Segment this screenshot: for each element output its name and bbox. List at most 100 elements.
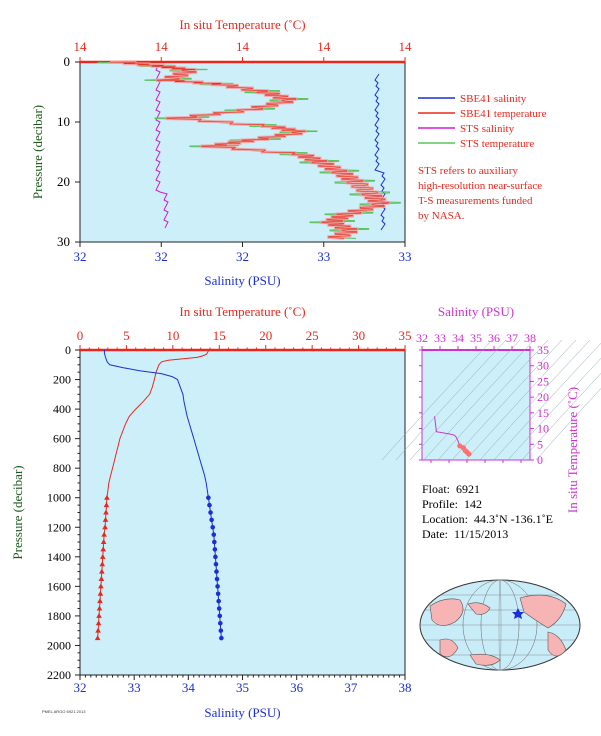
- salinity-marker: [214, 576, 220, 582]
- temperature-marker: [99, 568, 105, 574]
- density-contour: [521, 372, 601, 461]
- temperature-marker: [96, 612, 102, 618]
- float-info-date: Date: 11/15/2013: [422, 527, 509, 541]
- top-sal-tick-label: 33: [317, 249, 330, 264]
- ts-temp-tick-label: 30: [537, 359, 549, 373]
- temperature-marker: [97, 590, 104, 596]
- density-contour: [479, 339, 591, 461]
- main-temp-tick-label: 5: [123, 328, 130, 343]
- ts-temp-tick-label: 0: [537, 453, 543, 467]
- main-temperature-line: [97, 349, 210, 639]
- sts-note-line: high-resolution near-surface: [418, 180, 542, 192]
- main-sal-tick-label: 38: [399, 680, 412, 695]
- legend-label: SBE41 temperature: [460, 108, 547, 120]
- salinity-marker: [216, 598, 221, 604]
- temperature-marker: [94, 635, 101, 641]
- float-location-marker: [512, 608, 524, 619]
- sts-note-line: T-S measurements funded: [418, 195, 533, 207]
- top-sal-tick-label: 33: [399, 249, 412, 264]
- ts-temperature-label: In situ Temperature (˚C): [565, 387, 580, 513]
- ts-sal-tick-label: 36: [488, 331, 500, 345]
- main-pressure-tick-label: 1800: [47, 609, 71, 623]
- sts-note-line: STS refers to auxiliary: [418, 165, 518, 177]
- main-pressure-tick-label: 1400: [47, 550, 71, 564]
- top-pressure-tick-label: 20: [57, 174, 70, 189]
- main-sal-tick-label: 34: [182, 680, 196, 695]
- main-sal-tick-label: 35: [236, 680, 249, 695]
- top-pressure-tick-label: 0: [64, 54, 71, 69]
- top-temp-tick-label: 14: [155, 39, 169, 54]
- ts-temp-tick-label: 35: [537, 343, 549, 357]
- temperature-marker: [99, 553, 106, 559]
- temperature-marker: [98, 575, 105, 581]
- main-pressure-tick-label: 0: [65, 343, 71, 357]
- density-contour: [423, 339, 535, 461]
- salinity-marker: [212, 547, 218, 552]
- main-plot-pressure-label: Pressure (decibar): [10, 465, 25, 559]
- legend-label: STS temperature: [460, 138, 534, 150]
- main-sal-tick-label: 37: [344, 680, 358, 695]
- salinity-marker: [217, 620, 223, 626]
- ts-temp-tick-label: 10: [537, 422, 549, 436]
- main-pressure-tick-label: 2200: [47, 668, 71, 682]
- top-plot: 14 14 14 14 14 In situ Temperature (˚C) 32 32 32…: [30, 17, 412, 288]
- temperature-marker: [100, 546, 107, 552]
- top-plot-legend: SBE41 salinity SBE41 temperature STS salin…: [418, 93, 547, 222]
- top-plot-temp-title: In situ Temperature (˚C): [179, 17, 305, 32]
- density-contour: [381, 339, 493, 461]
- salinity-marker: [213, 554, 218, 560]
- top-temp-tick-label: 14: [399, 39, 413, 54]
- map-land: [547, 631, 567, 657]
- top-sal-tick-label: 32: [74, 249, 87, 264]
- top-sal-tick-label: 32: [236, 249, 249, 264]
- ts-plot-area: [421, 349, 531, 461]
- ts-sal-tick-label: 35: [470, 331, 482, 345]
- main-pressure-tick-label: 600: [53, 432, 71, 446]
- ts-temp-tick-label: 25: [537, 374, 549, 388]
- main-sal-tick-label: 33: [128, 680, 141, 695]
- main-sal-tick-label: 36: [290, 680, 304, 695]
- sts-note-line: by NASA.: [418, 210, 465, 222]
- float-info-profile: Profile: 142: [422, 497, 482, 511]
- main-pressure-tick-label: 800: [53, 461, 71, 475]
- salinity-marker: [216, 606, 222, 611]
- temperature-marker: [98, 583, 104, 589]
- ts-temp-tick-label: 20: [537, 390, 549, 404]
- ts-temp-tick-label: 15: [537, 406, 549, 420]
- temperature-marker: [103, 502, 110, 508]
- float-info-float: Float: 6921: [422, 482, 481, 496]
- ts-marker: [466, 451, 472, 457]
- salinity-marker: [208, 510, 213, 515]
- main-pressure-tick-label: 2000: [47, 638, 71, 652]
- salinity-marker: [214, 569, 219, 574]
- density-contour: [395, 339, 507, 461]
- top-pressure-tick-label: 10: [57, 114, 70, 129]
- salinity-marker: [206, 495, 211, 501]
- top-plot-salinity-label: Salinity (PSU): [204, 273, 280, 288]
- temperature-marker: [102, 524, 108, 530]
- density-contour: [409, 339, 521, 461]
- top-plot-pressure-label: Pressure (decibar): [30, 105, 45, 199]
- main-plot-temp-title: In situ Temperature (˚C): [179, 304, 305, 319]
- main-temp-tick-label: 10: [166, 328, 179, 343]
- main-pressure-tick-label: 200: [53, 373, 71, 387]
- salinity-marker: [215, 584, 220, 589]
- top-temp-tick-label: 14: [74, 39, 88, 54]
- world-map: [419, 579, 581, 671]
- density-contour: [465, 339, 577, 461]
- ts-temp-tick-label: 5: [537, 437, 543, 451]
- salinity-marker: [209, 517, 214, 523]
- temperature-marker: [100, 539, 107, 545]
- density-contour: [437, 339, 549, 461]
- top-sal-tick-label: 32: [155, 249, 168, 264]
- temperature-marker: [96, 605, 103, 611]
- main-temp-tick-label: 15: [213, 328, 226, 343]
- density-contour: [507, 357, 601, 461]
- main-temp-tick-label: 20: [259, 328, 272, 343]
- map-land: [469, 653, 501, 666]
- main-plot: 0 5 10 15 20 25 30 35 In situ Temperature (˚C) 32…: [10, 304, 412, 720]
- map-land: [519, 594, 567, 629]
- density-contour: [493, 342, 601, 461]
